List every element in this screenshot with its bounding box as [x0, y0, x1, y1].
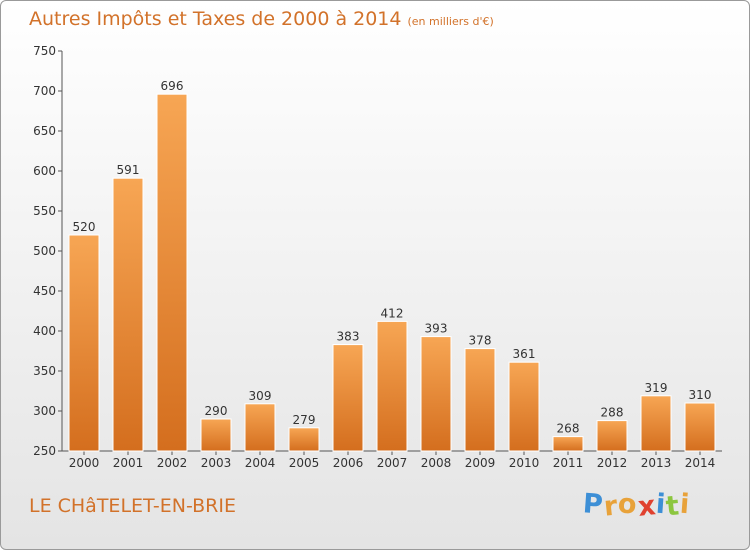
logo-letter: i — [679, 488, 692, 521]
x-tick-label: 2001 — [113, 456, 144, 470]
logo-letter: P — [581, 488, 605, 521]
x-tick-label: 2003 — [201, 456, 232, 470]
chart-title: Autres Impôts et Taxes de 2000 à 2014 (en… — [29, 8, 494, 30]
proxiti-logo: Proxiti — [581, 488, 692, 523]
commune-name: LE CHâTELET-EN-BRIE — [29, 495, 236, 517]
logo-letter: o — [617, 488, 639, 521]
bar — [596, 420, 628, 452]
x-tick-label: 2002 — [157, 456, 188, 470]
y-tick-label: 550 — [33, 204, 56, 218]
y-tick-label: 700 — [33, 84, 56, 98]
x-tick-label: 2004 — [245, 456, 276, 470]
x-tick-label: 2007 — [377, 456, 408, 470]
bar — [68, 234, 100, 452]
x-tick-label: 2011 — [553, 456, 584, 470]
bar — [640, 395, 672, 452]
x-tick-label: 2006 — [333, 456, 364, 470]
bar — [288, 427, 320, 452]
bar-value-label: 696 — [161, 79, 184, 93]
bar — [508, 361, 540, 452]
y-tick-label: 250 — [33, 444, 56, 458]
x-tick-label: 2013 — [641, 456, 672, 470]
x-tick-label: 2014 — [685, 456, 716, 470]
bar-value-label: 279 — [293, 413, 316, 427]
bar — [156, 93, 188, 452]
bar-value-label: 383 — [337, 330, 360, 344]
y-tick-label: 400 — [33, 324, 56, 338]
bar — [244, 403, 276, 452]
y-tick-label: 350 — [33, 364, 56, 378]
bar — [200, 418, 232, 452]
bar-value-label: 591 — [117, 163, 140, 177]
bar-value-label: 310 — [689, 388, 712, 402]
y-tick-label: 600 — [33, 164, 56, 178]
bar — [112, 177, 144, 452]
x-tick-label: 2010 — [509, 456, 540, 470]
title-text: Autres Impôts et Taxes de 2000 à 2014 — [29, 8, 402, 30]
bar-value-label: 412 — [381, 306, 404, 320]
y-tick-label: 300 — [33, 404, 56, 418]
data-labels: 520 591 696 290 309 279 383 412 393 378 361 268 288 3… — [73, 79, 712, 435]
x-tick-label: 2012 — [597, 456, 628, 470]
y-tick-label: 650 — [33, 124, 56, 138]
bar-value-label: 378 — [469, 334, 492, 348]
bar-value-label: 288 — [601, 406, 624, 420]
x-tick-label: 2009 — [465, 456, 496, 470]
x-tick-label: 2008 — [421, 456, 452, 470]
bar-value-label: 309 — [249, 389, 272, 403]
bar-value-label: 361 — [513, 347, 536, 361]
bar — [684, 402, 716, 452]
x-tick-label: 2000 — [69, 456, 100, 470]
bar — [376, 320, 408, 452]
bar-value-label: 393 — [425, 322, 448, 336]
bar-value-label: 520 — [73, 220, 96, 234]
bar-value-label: 319 — [645, 381, 668, 395]
bars — [68, 93, 716, 452]
bar — [420, 336, 452, 452]
bar-value-label: 268 — [557, 422, 580, 436]
bar — [332, 344, 364, 452]
x-tick-label: 2005 — [289, 456, 320, 470]
bar — [552, 436, 584, 452]
chart-subtitle: (en milliers d'€) — [407, 15, 494, 28]
y-tick-label: 750 — [33, 44, 56, 58]
y-tick-label: 450 — [33, 284, 56, 298]
bar — [464, 348, 496, 452]
bar-value-label: 290 — [205, 404, 228, 418]
y-tick-label: 500 — [33, 244, 56, 258]
